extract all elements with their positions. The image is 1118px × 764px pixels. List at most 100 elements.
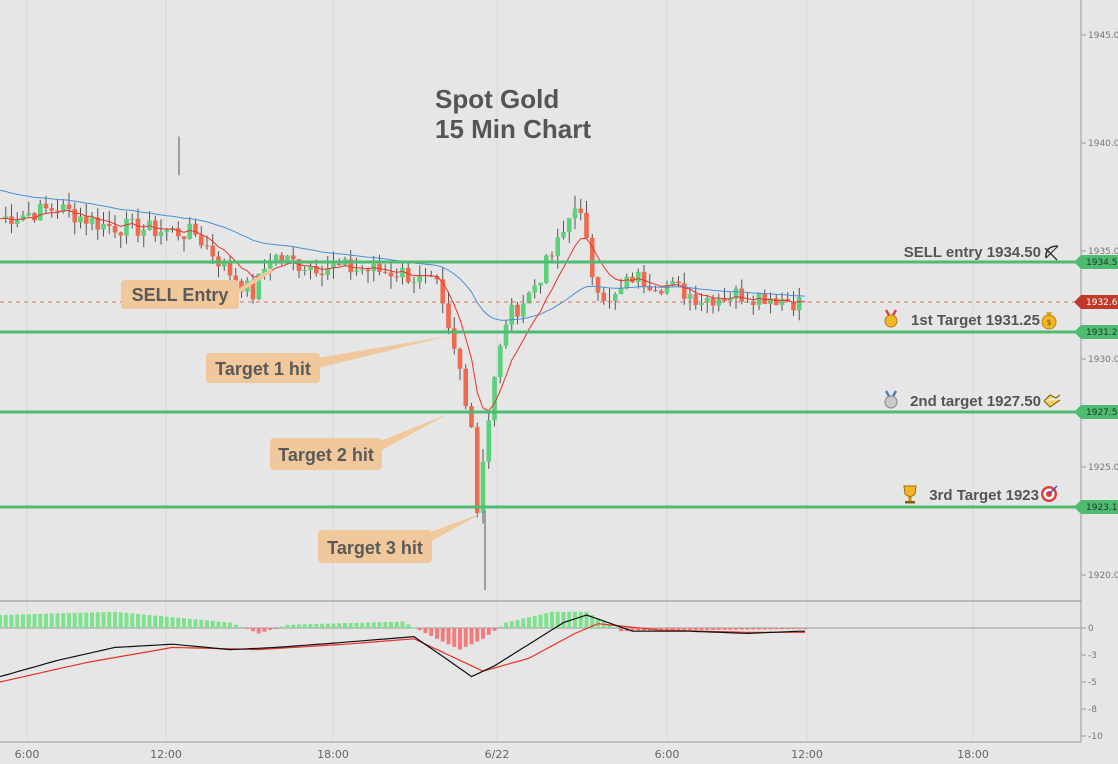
candle-down (762, 293, 768, 305)
level-tag-sell: 1934.53 (1074, 255, 1118, 269)
macd-tick: -3 (1088, 651, 1097, 661)
macd-histogram-bar (498, 626, 503, 628)
candle-down (584, 212, 589, 238)
price-tick: 1920.00 (1088, 571, 1118, 581)
candle-down (578, 208, 584, 213)
macd-histogram-bar (26, 614, 31, 628)
candlesticks (3, 136, 802, 591)
macd-histogram-bar (780, 628, 784, 630)
macd-histogram-bar (797, 628, 802, 630)
candle-down (630, 276, 635, 283)
macd-histogram-bar (320, 623, 324, 628)
candle-down (549, 255, 555, 257)
macd-histogram-bar (302, 624, 307, 628)
candle-down (112, 225, 118, 233)
macd-histogram-bar (394, 621, 399, 628)
macd-histogram-bar (636, 628, 641, 631)
candle-down (474, 427, 480, 513)
macd-histogram-bar (348, 622, 353, 628)
candle-down (463, 368, 469, 407)
candle-down (66, 204, 72, 210)
ema-fast-line (0, 209, 806, 412)
macd-histogram-bar (193, 619, 198, 628)
candle-down (739, 288, 745, 302)
macd-histogram-bar (32, 614, 37, 628)
candle-down (43, 203, 49, 209)
svg-text:$: $ (1046, 318, 1051, 327)
macd-histogram-bar (251, 628, 255, 632)
macd-histogram-bar (481, 628, 485, 639)
macd-histogram-bar (118, 612, 123, 628)
level-tag-target-3: 1923.19 (1074, 500, 1118, 514)
candle-up (779, 299, 785, 306)
macd-histogram-bar (446, 628, 451, 645)
candle-up (572, 208, 578, 219)
candle-up (756, 293, 762, 305)
candle-up (492, 376, 497, 421)
svg-text:1932.64: 1932.64 (1086, 298, 1118, 308)
candle-up (480, 461, 486, 513)
svg-text:Target 1 hit: Target 1 hit (215, 359, 311, 379)
candle-up (262, 268, 267, 274)
level-label-target-2: 2nd target 1927.50 (910, 393, 1041, 410)
price-tick: 1930.00 (1088, 355, 1118, 365)
candle-down (233, 275, 239, 281)
callout-sell-entry: SELL Entry (121, 268, 274, 309)
candle-up (543, 255, 549, 283)
candle-down (336, 263, 342, 265)
candle-down (135, 218, 141, 236)
macd-histogram-bar (521, 618, 526, 628)
candle-down (722, 299, 727, 301)
macd-histogram-bar (711, 628, 715, 630)
macd-histogram-bar (745, 628, 750, 630)
candle-up (635, 271, 641, 283)
candle-down (319, 273, 325, 275)
macd-histogram-bar (463, 628, 468, 647)
candle-down (446, 303, 451, 329)
candle-up (89, 217, 95, 224)
macd-histogram-bar (67, 613, 71, 628)
vertical-gridlines (26, 0, 974, 740)
time-tick: 12:00 (791, 748, 823, 761)
macd-histogram-bar (619, 628, 623, 632)
candle-up (285, 255, 290, 261)
macd-histogram-bar (205, 620, 209, 628)
macd-histogram-bar (538, 614, 543, 628)
candle-up (612, 294, 618, 301)
macd-histogram-bar (199, 619, 204, 628)
macd-histogram-bar (509, 621, 514, 628)
handshake-icon (1043, 394, 1061, 408)
macd-histogram-bar (435, 628, 439, 639)
macd-histogram-bar (297, 624, 301, 628)
macd-line (0, 614, 805, 678)
candle-down (198, 234, 204, 246)
candle-down (175, 228, 181, 237)
candle-up (101, 223, 106, 230)
candle-up (503, 324, 509, 346)
macd-histogram-bar (705, 628, 710, 630)
candle-up (273, 255, 279, 261)
candle-down (469, 406, 474, 428)
macd-histogram-bar (176, 617, 181, 628)
macd-histogram-bar (722, 628, 727, 630)
macd-histogram-bar (239, 626, 244, 628)
macd-histogram-bar (492, 628, 497, 631)
candle-down (95, 217, 101, 230)
callout-target-2-hit: Target 2 hit (270, 414, 448, 470)
macd-histogram-bar (400, 621, 405, 628)
callout-target-1-hit: Target 1 hit (206, 336, 448, 383)
macd-histogram-bar (228, 622, 232, 628)
macd-histogram-bar (222, 622, 227, 628)
macd-histogram-bar (716, 628, 721, 630)
macd-histogram-bar (475, 628, 480, 642)
bow-arrow-icon (1044, 245, 1059, 261)
candle-down (428, 275, 434, 277)
candle-up (733, 288, 739, 299)
level-tag-target-1: 1931.27 (1074, 325, 1118, 339)
candle-down (647, 286, 653, 291)
candle-down (106, 223, 112, 226)
candle-down (676, 281, 681, 284)
candle-down (290, 255, 296, 260)
svg-text:Target 3 hit: Target 3 hit (327, 538, 423, 558)
candle-up (509, 304, 515, 325)
